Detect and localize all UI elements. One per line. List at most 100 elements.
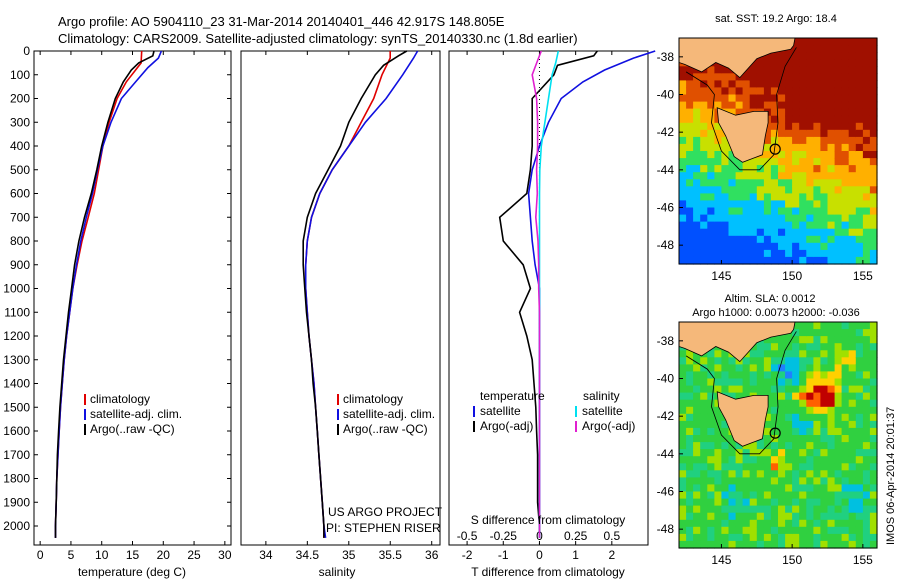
heatmap-cell — [749, 470, 758, 478]
heatmap-cell — [841, 329, 850, 337]
heatmap-cell — [813, 322, 822, 330]
s-tick-label: -0.25 — [490, 529, 518, 543]
heatmap-cell — [855, 73, 864, 81]
heatmap-cell — [785, 228, 793, 237]
heatmap-cell — [834, 470, 843, 478]
heatmap-cell — [756, 172, 765, 180]
heatmap-cell — [813, 470, 822, 478]
heatmap-cell — [855, 165, 864, 173]
heatmap-cell — [862, 413, 871, 422]
sla-map-title-1: Altim. SLA: 0.0012 — [724, 293, 815, 305]
heatmap-cell — [827, 38, 836, 46]
y-tick-label: 1200 — [3, 329, 30, 343]
heatmap-cell — [714, 484, 723, 493]
heatmap-cell — [806, 505, 814, 514]
heatmap-cell — [778, 235, 786, 244]
heatmap-cell — [813, 207, 822, 216]
heatmap-cell — [813, 80, 822, 89]
heatmap-cell — [721, 249, 730, 258]
heatmap-cell — [693, 392, 701, 401]
heatmap-cell — [686, 186, 694, 194]
heatmap-cell — [862, 322, 871, 330]
heatmap-cell — [862, 540, 871, 549]
heatmap-cell — [778, 427, 786, 436]
heatmap-cell — [679, 193, 687, 202]
heatmap-cell — [792, 38, 800, 46]
heatmap-cell — [686, 80, 694, 89]
heatmap-cell — [820, 129, 829, 138]
heatmap-cell — [686, 442, 694, 450]
heatmap-cell — [728, 371, 737, 380]
heatmap-cell — [679, 526, 687, 535]
heatmap-cell — [714, 427, 723, 436]
heatmap-cell — [763, 122, 772, 131]
heatmap-cell — [827, 512, 836, 521]
heatmap-cell — [827, 329, 836, 337]
heatmap-cell — [820, 364, 829, 373]
t-difference-axis: -2 -1 0 1 2 — [462, 51, 615, 562]
heatmap-cell — [770, 357, 779, 365]
y-tick-label: 800 — [10, 234, 30, 248]
heatmap-cell — [799, 207, 807, 216]
heatmap-cell — [778, 336, 786, 344]
heatmap-cell — [820, 87, 829, 96]
heatmap-cell — [770, 87, 779, 96]
heatmap-cell — [855, 122, 864, 131]
heatmap-cell — [834, 249, 843, 258]
header-line1: Argo profile: AO 5904110_23 31-Mar-2014 … — [58, 14, 505, 29]
heatmap-cell — [792, 235, 800, 244]
heatmap-cell — [679, 463, 687, 471]
heatmap-cell — [742, 456, 751, 464]
heatmap-cell — [756, 540, 765, 549]
heatmap-cell — [869, 399, 878, 408]
heatmap-cell — [813, 179, 822, 187]
heatmap-cell — [770, 491, 779, 500]
heatmap-cell — [721, 540, 730, 549]
heatmap-cell — [785, 87, 793, 96]
heatmap-cell — [869, 329, 878, 337]
heatmap-cell — [742, 165, 751, 173]
heatmap-cell — [799, 442, 807, 450]
heatmap-cell — [756, 186, 765, 194]
heatmap-cell — [778, 122, 786, 131]
heatmap-cell — [763, 165, 772, 173]
heatmap-cell — [770, 512, 779, 521]
heatmap-cell — [862, 214, 871, 223]
heatmap-cell — [735, 505, 744, 514]
heatmap-cell — [700, 172, 708, 180]
heatmap-cell — [693, 151, 701, 159]
heatmap-cell — [799, 73, 807, 81]
heatmap-cell — [806, 533, 814, 542]
heatmap-cell — [827, 249, 836, 258]
map-y-tick-label: -40 — [657, 372, 675, 386]
heatmap-cell — [714, 158, 723, 166]
heatmap-cell — [728, 221, 737, 230]
heatmap-cell — [785, 200, 793, 209]
heatmap-cell — [763, 143, 772, 152]
heatmap-cell — [778, 477, 786, 486]
heatmap-cell — [700, 80, 708, 89]
heatmap-cell — [841, 371, 850, 380]
heatmap-cell — [778, 151, 786, 159]
heatmap-cell — [848, 533, 857, 542]
heatmap-cell — [813, 256, 822, 265]
t-difference-xlabel: T difference from climatology — [471, 565, 625, 579]
heatmap-cell — [778, 470, 786, 478]
heatmap-cell — [834, 512, 843, 521]
heatmap-cell — [869, 343, 878, 351]
heatmap-cell — [700, 427, 708, 436]
heatmap-cell — [813, 526, 822, 535]
heatmap-cell — [806, 463, 814, 471]
heatmap-cell — [693, 108, 701, 117]
heatmap-cell — [827, 392, 836, 401]
heatmap-cell — [848, 526, 857, 535]
heatmap-cell — [813, 87, 822, 96]
heatmap-cell — [855, 179, 864, 187]
heatmap-cell — [693, 94, 701, 103]
heatmap-cell — [721, 498, 730, 507]
heatmap-cell — [700, 207, 708, 216]
heatmap-cell — [770, 101, 779, 110]
heatmap-cell — [869, 52, 878, 60]
heatmap-cell — [841, 172, 850, 180]
heatmap-cell — [700, 512, 708, 521]
